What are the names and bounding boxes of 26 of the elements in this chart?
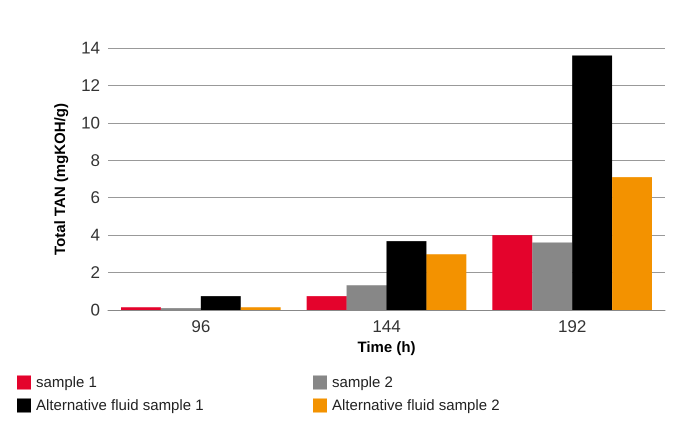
y-tick-label: 14 [81,38,100,58]
legend-label: sample 1 [36,374,97,391]
bar [572,55,612,310]
y-tick-label: 10 [81,113,100,132]
x-tick-label: 192 [558,317,586,336]
bar [240,307,281,310]
y-tick-label: 2 [90,263,100,282]
legend-label: Alternative fluid sample 1 [36,397,204,414]
x-tick-label: 144 [372,317,401,336]
y-tick-label: 0 [90,300,100,320]
bar [200,296,241,310]
x-axis-title: Time (h) [357,339,416,356]
bar [492,235,532,310]
bar [426,254,466,310]
y-tick-label: 12 [81,76,100,95]
y-tick-label: 4 [90,226,100,245]
y-axis-title: Total TAN (mgKOH/g) [52,103,69,255]
y-tick-label: 8 [90,150,100,170]
legend-label: sample 2 [332,374,393,391]
bar [612,177,652,310]
x-tick-label: 96 [191,317,210,336]
y-tick-label: 6 [90,188,100,208]
bar [306,296,347,310]
bar [120,307,161,310]
bar [386,241,426,310]
legend-label: Alternative fluid sample 2 [332,397,500,414]
